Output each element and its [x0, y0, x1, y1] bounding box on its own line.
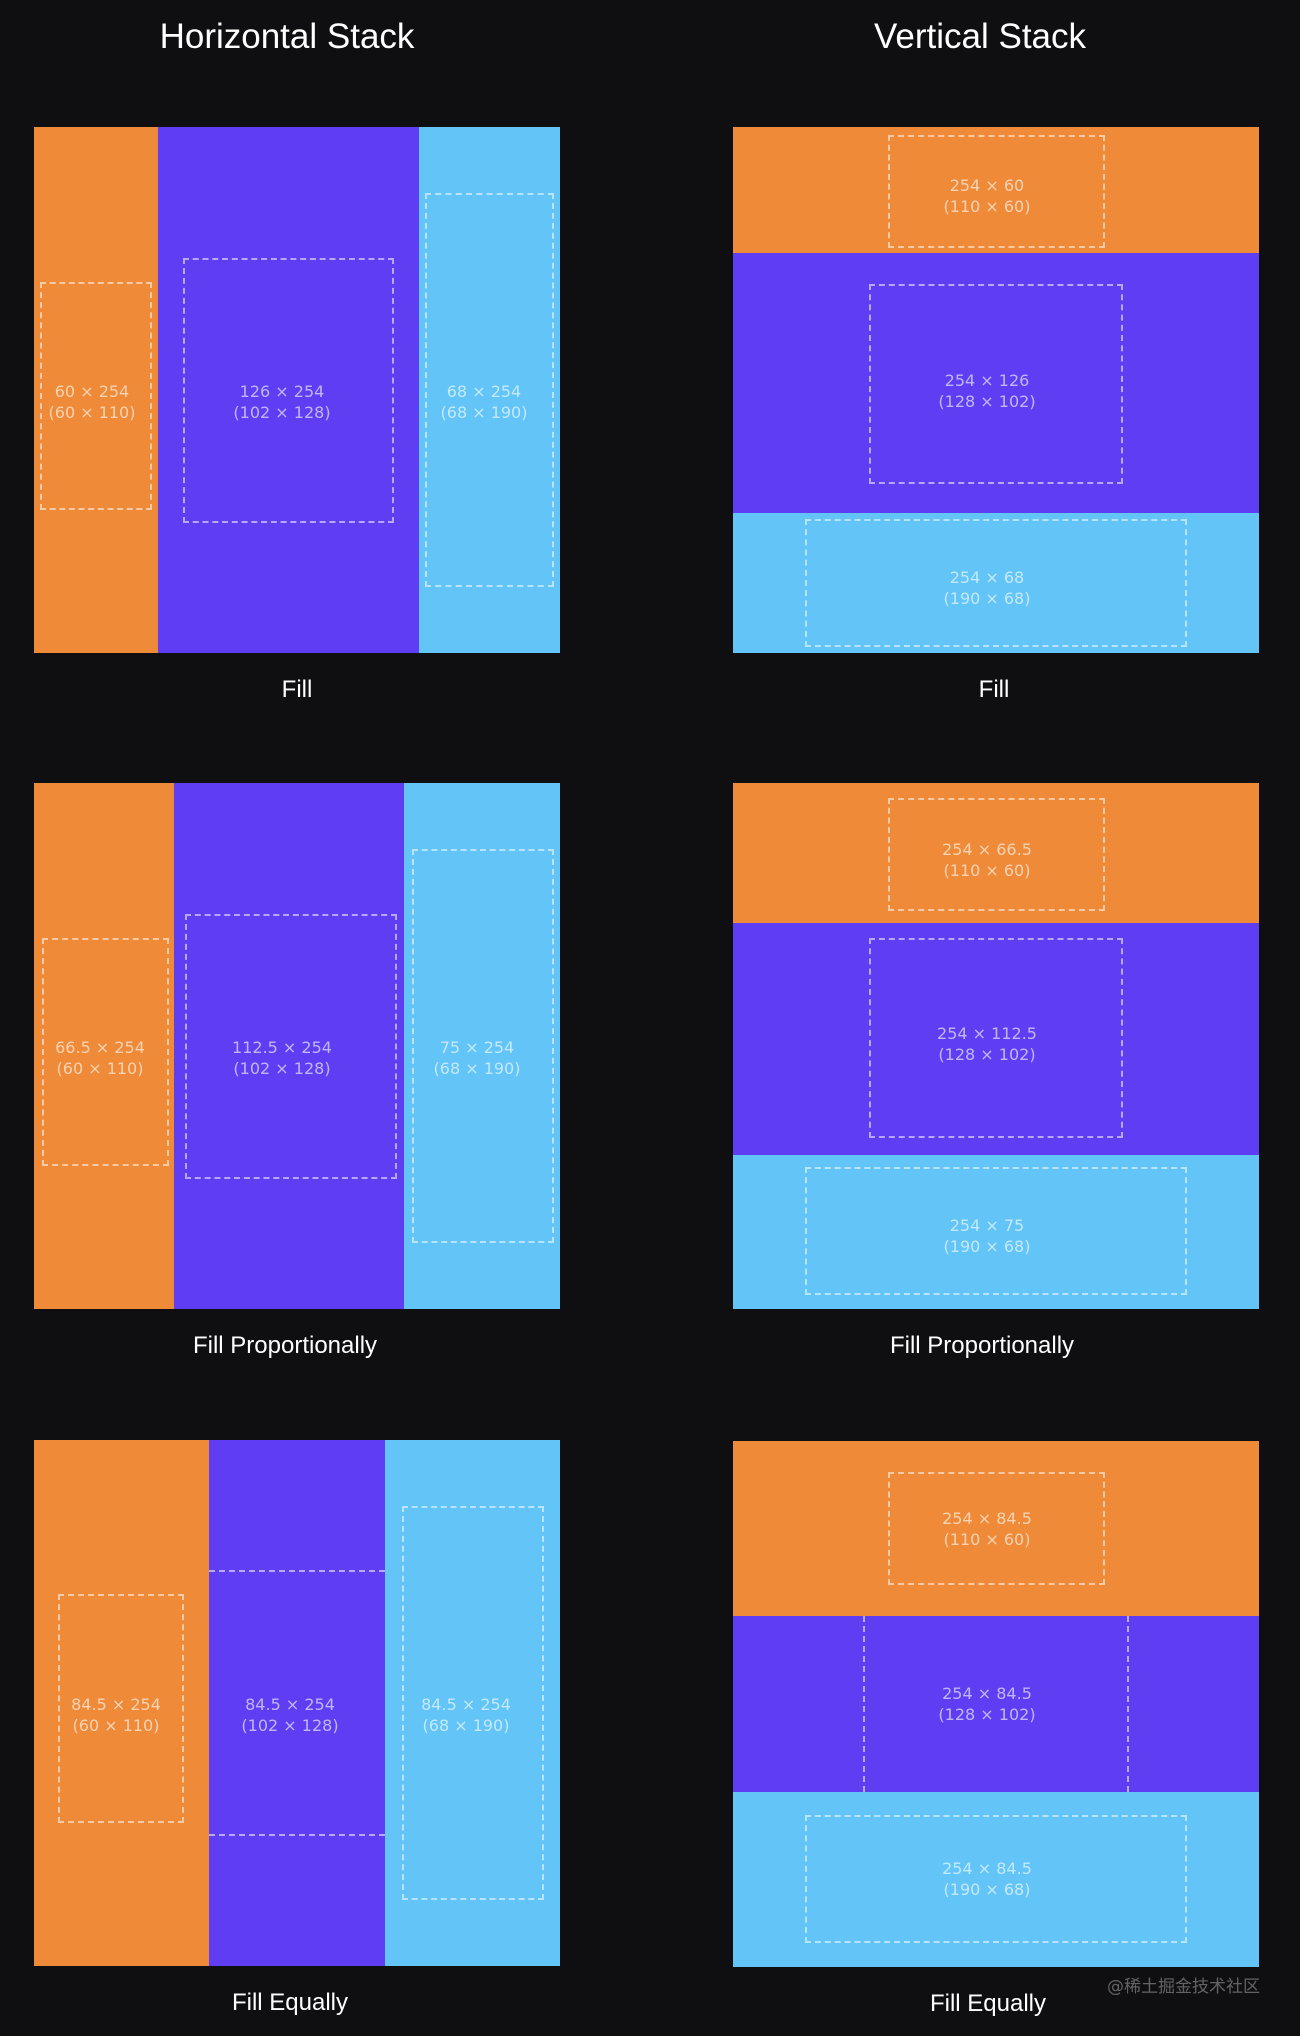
size-label-blue: 68 × 254 (68 × 190): [440, 382, 528, 422]
size-label-purple: 254 × 112.5 (128 × 102): [937, 1024, 1037, 1064]
watermark: @稀土掘金技术社区: [1107, 1977, 1260, 1997]
size-label-orange: 254 × 60 (110 × 60): [943, 176, 1031, 216]
segment-blue: [385, 1440, 560, 1966]
diagram-vertical-fill: 254 × 60 (110 × 60) 254 × 126 (128 × 102) …: [733, 127, 1259, 653]
segment-blue: [419, 127, 560, 653]
intrinsic-outline-purple: [183, 258, 394, 523]
caption-vertical-fill-equally: Fill Equally: [929, 1990, 1047, 2017]
diagram-horizontal-fill-proportionally: 66.5 × 254 (60 × 110) 112.5 × 254 (102 × 1…: [34, 783, 560, 1309]
intrinsic-outline-purple: [185, 914, 397, 1179]
intrinsic-outline-orange: [42, 938, 169, 1166]
intrinsic-outline-blue: [805, 1167, 1187, 1295]
size-label-purple: 126 × 254 (102 × 128): [233, 382, 331, 422]
segment-blue: [733, 1155, 1259, 1309]
segment-purple: [733, 923, 1259, 1155]
size-label-orange: 66.5 × 254 (60 × 110): [55, 1038, 145, 1078]
intrinsic-outline-purple: [209, 1570, 385, 1836]
diagram-horizontal-fill: 60 × 254 (60 × 110) 126 × 254 (102 × 128) …: [34, 127, 560, 653]
header-horizontal-stack: Horizontal Stack: [159, 17, 415, 56]
intrinsic-outline-purple: [869, 938, 1123, 1138]
size-label-blue: 75 × 254 (68 × 190): [433, 1038, 521, 1078]
diagram-horizontal-fill-equally: 84.5 × 254 (60 × 110) 84.5 × 254 (102 × 12…: [34, 1440, 560, 1966]
size-label-blue: 254 × 84.5 (190 × 68): [942, 1859, 1032, 1899]
segment-purple: [733, 253, 1259, 513]
segment-orange: [733, 783, 1259, 923]
segment-blue: [733, 513, 1259, 653]
segment-purple: [174, 783, 404, 1309]
segment-orange: [34, 1440, 209, 1966]
intrinsic-outline-blue: [402, 1506, 544, 1900]
intrinsic-outline-orange: [888, 798, 1105, 911]
segment-orange: [733, 127, 1259, 253]
size-label-purple: 112.5 × 254 (102 × 128): [232, 1038, 332, 1078]
caption-horizontal-fill: Fill: [281, 676, 313, 703]
segment-orange: [34, 127, 158, 653]
caption-horizontal-fill-equally: Fill Equally: [231, 1989, 349, 2016]
caption-horizontal-fill-proportionally: Fill Proportionally: [192, 1332, 378, 1359]
diagram-vertical-fill-proportionally: 254 × 66.5 (110 × 60) 254 × 112.5 (128 × 1…: [733, 783, 1259, 1309]
intrinsic-outline-blue: [805, 519, 1187, 647]
intrinsic-outline-purple: [863, 1616, 1129, 1792]
size-label-blue: 84.5 × 254 (68 × 190): [421, 1695, 511, 1735]
intrinsic-outline-orange: [40, 282, 152, 510]
segment-purple: [158, 127, 419, 653]
intrinsic-outline-blue: [805, 1815, 1187, 1943]
size-label-orange: 60 × 254 (60 × 110): [48, 382, 136, 422]
size-label-blue: 254 × 68 (190 × 68): [943, 568, 1031, 608]
caption-vertical-fill-proportionally: Fill Proportionally: [889, 1332, 1075, 1359]
size-label-purple: 84.5 × 254 (102 × 128): [241, 1695, 339, 1735]
intrinsic-outline-blue: [412, 849, 554, 1243]
segment-purple: [209, 1440, 385, 1966]
segment-purple: [733, 1616, 1259, 1792]
intrinsic-outline-orange: [888, 135, 1105, 248]
segment-orange: [34, 783, 174, 1309]
size-label-blue: 254 × 75 (190 × 68): [943, 1216, 1031, 1256]
segment-blue: [404, 783, 560, 1309]
size-label-orange: 254 × 84.5 (110 × 60): [942, 1509, 1032, 1549]
intrinsic-outline-purple: [869, 284, 1123, 484]
size-label-orange: 84.5 × 254 (60 × 110): [71, 1695, 161, 1735]
intrinsic-outline-blue: [425, 193, 554, 587]
diagram-vertical-fill-equally: 254 × 84.5 (110 × 60) 254 × 84.5 (128 × 10…: [733, 1441, 1259, 1967]
size-label-purple: 254 × 126 (128 × 102): [938, 371, 1036, 411]
intrinsic-outline-orange: [58, 1594, 184, 1823]
segment-blue: [733, 1792, 1259, 1967]
segment-orange: [733, 1441, 1259, 1616]
size-label-orange: 254 × 66.5 (110 × 60): [942, 840, 1032, 880]
size-label-purple: 254 × 84.5 (128 × 102): [938, 1684, 1036, 1724]
header-vertical-stack: Vertical Stack: [873, 17, 1087, 56]
intrinsic-outline-orange: [888, 1472, 1105, 1585]
caption-vertical-fill: Fill: [978, 676, 1010, 703]
